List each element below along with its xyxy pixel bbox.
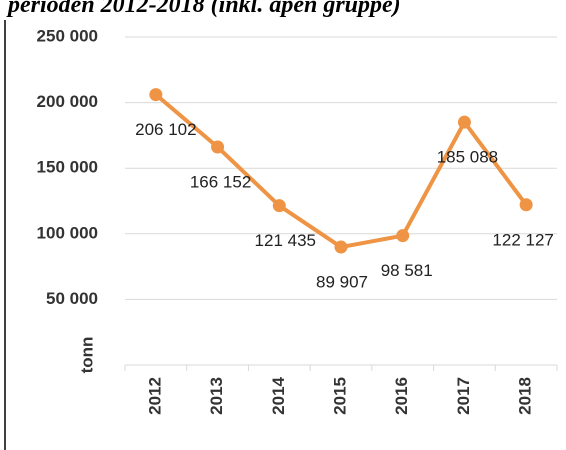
x-tick-label: 2015 [330, 377, 349, 415]
data-label: 206 102 [135, 120, 196, 139]
y-tick-label: 100 000 [37, 223, 98, 242]
y-tick-label: 250 000 [37, 26, 98, 45]
data-label: 121 435 [255, 231, 316, 250]
marker [149, 88, 163, 102]
y-tick-label: 200 000 [37, 92, 98, 111]
y-tick-label: 50 000 [46, 289, 98, 308]
marker [457, 115, 471, 129]
marker [334, 240, 348, 254]
marker [519, 198, 533, 212]
x-tick-label: 2017 [454, 377, 473, 415]
series-line [154, 93, 528, 250]
marker [396, 229, 410, 243]
data-label: 98 581 [381, 261, 433, 280]
x-tick-label: 2014 [269, 376, 288, 414]
y-tick-label: 150 000 [37, 158, 98, 177]
x-tick-label: 2013 [207, 377, 226, 415]
x-tick-label: 2018 [516, 377, 535, 415]
chart-title: perioden 2012-2018 (inkl. åpen gruppe) [6, 0, 401, 18]
data-label: 89 907 [316, 273, 368, 292]
x-tick-label: 2012 [145, 377, 164, 415]
x-tick-label: 2016 [392, 377, 411, 415]
data-label: 122 127 [492, 230, 553, 249]
data-label: 185 088 [437, 148, 498, 167]
marker [272, 199, 286, 213]
marker [211, 140, 225, 154]
y-axis-title: tonn [77, 337, 96, 374]
data-label: 166 152 [190, 172, 251, 191]
